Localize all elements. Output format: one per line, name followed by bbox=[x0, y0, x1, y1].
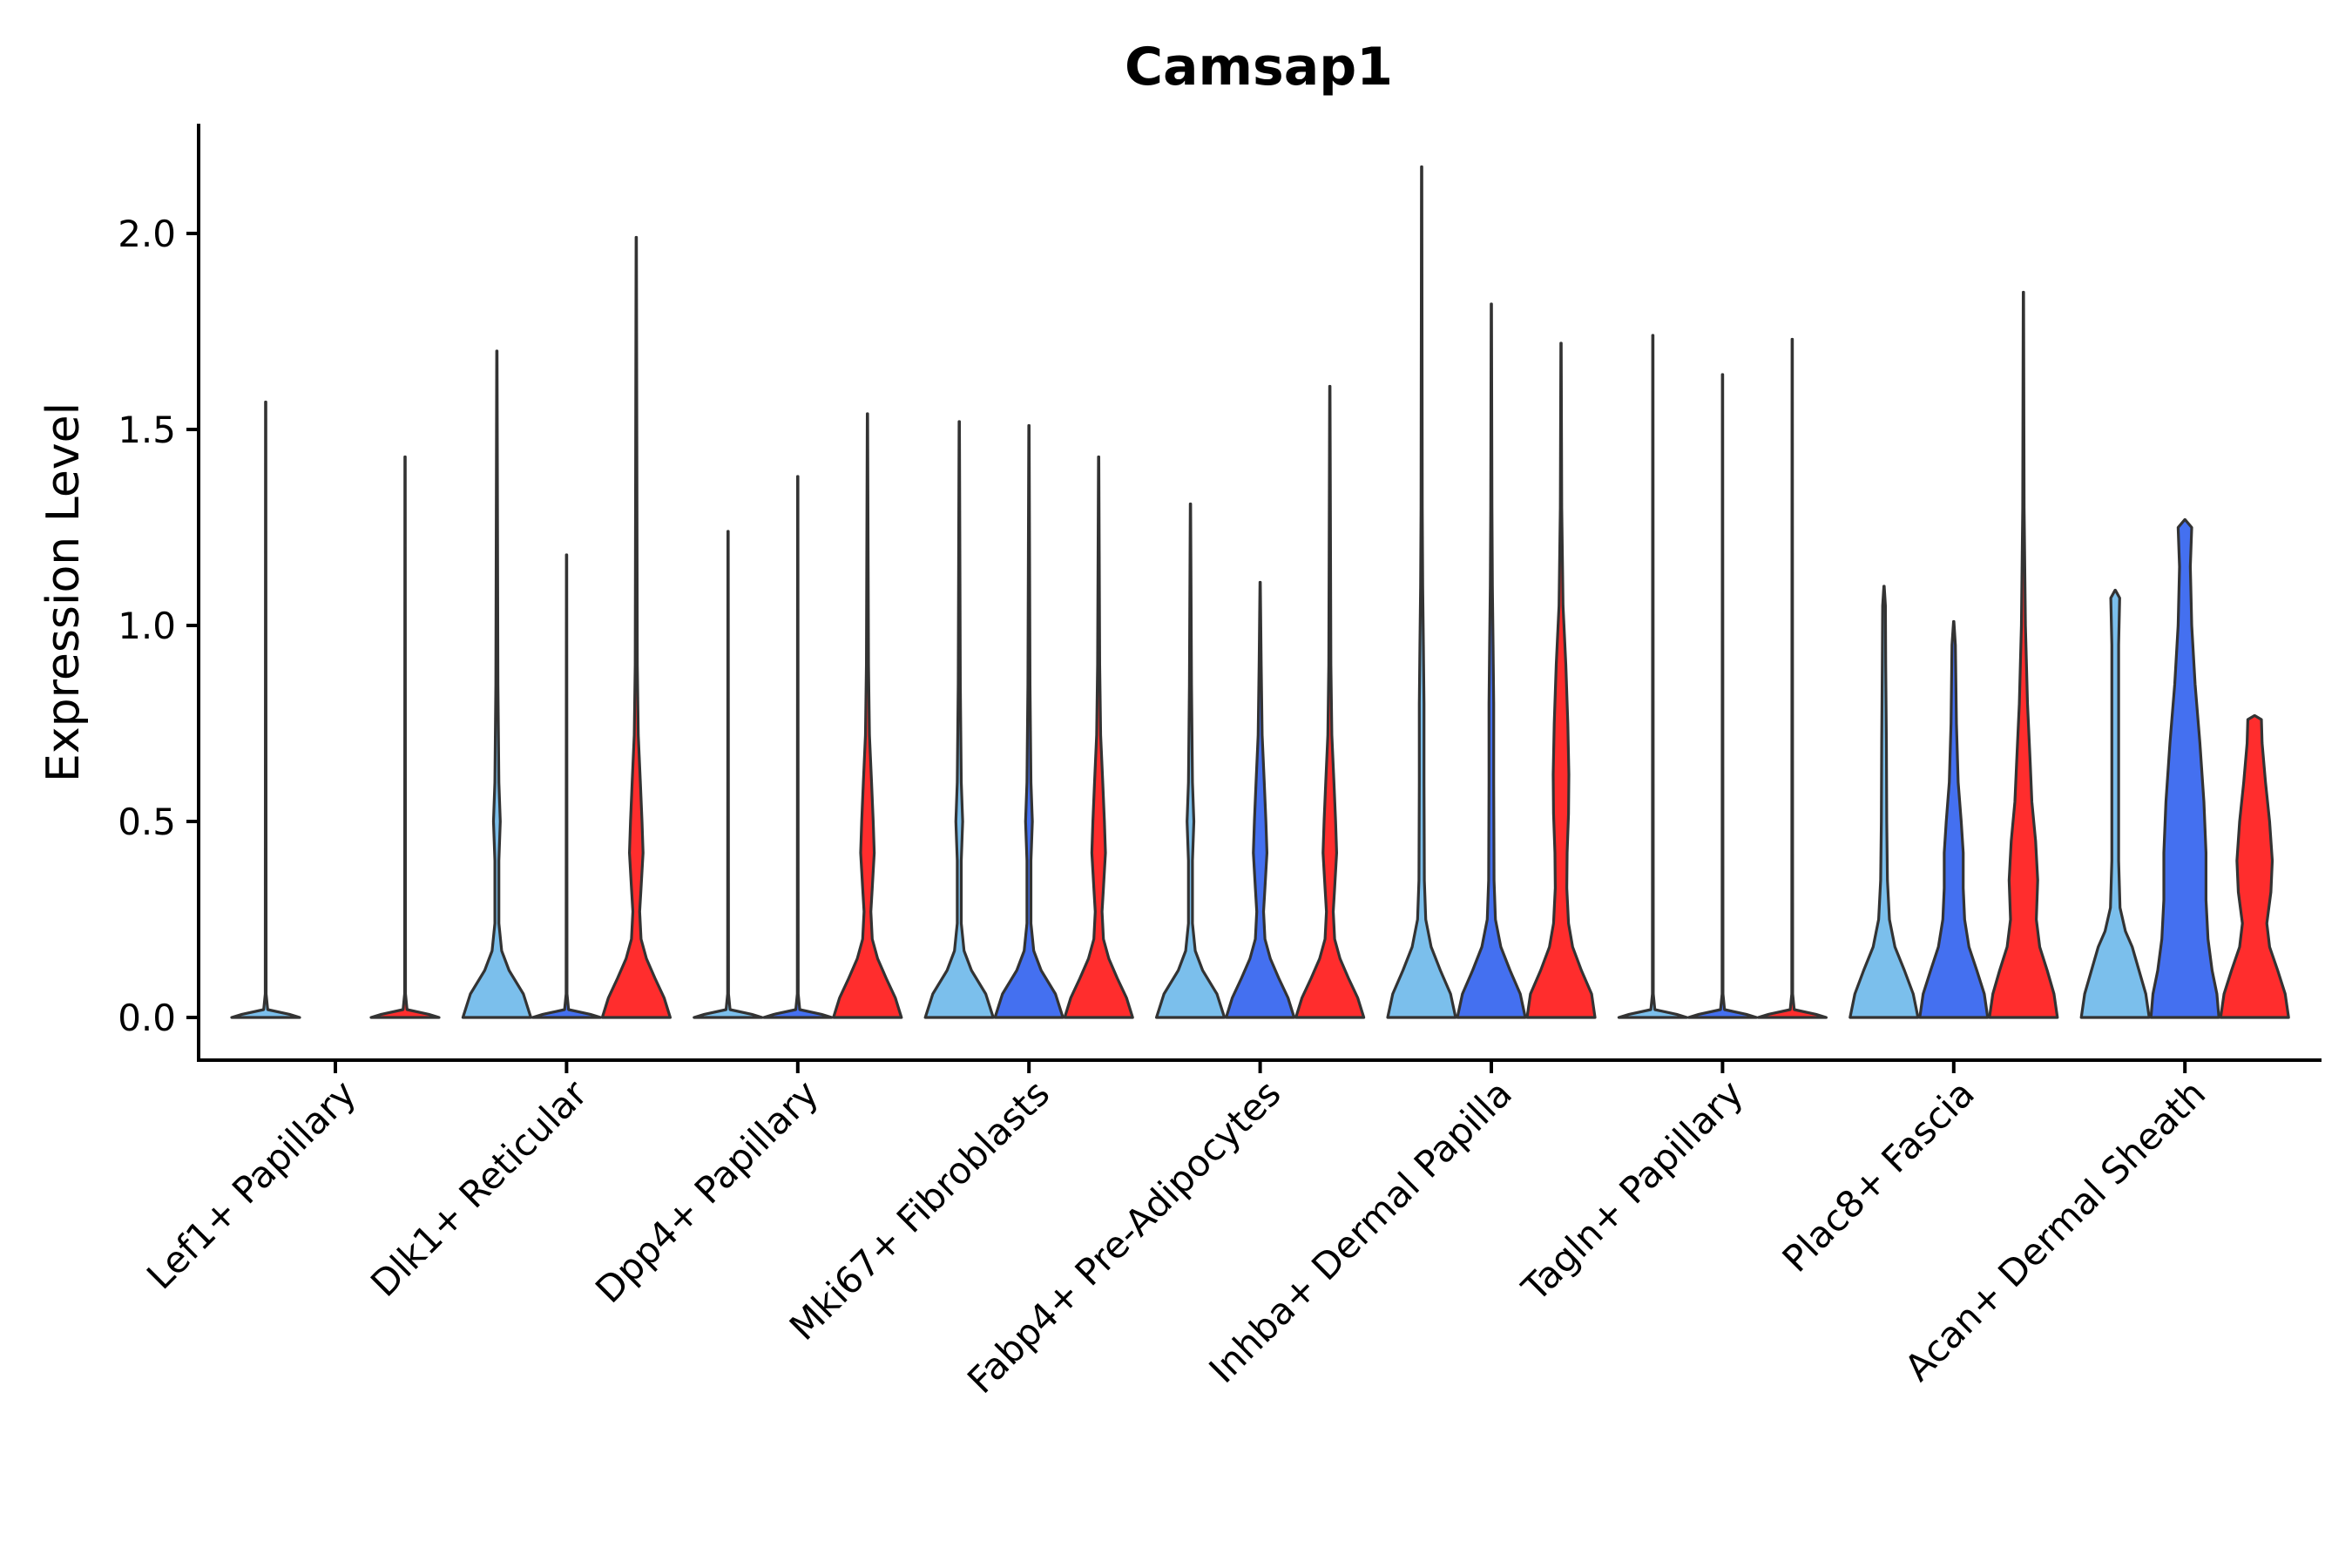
y-tick-label: 2.0 bbox=[118, 213, 176, 255]
x-tick-label: Lef1+ Papillary bbox=[139, 1071, 364, 1297]
violin-7-3 bbox=[1756, 337, 1828, 1019]
y-ticks: 0.0 0.5 1.0 1.5 2.0 bbox=[118, 213, 199, 1039]
x-tick-label: Mki67+ Fibroblasts bbox=[781, 1071, 1058, 1348]
violin-8-3 bbox=[1988, 290, 2059, 1019]
violin-4-2 bbox=[993, 423, 1064, 1019]
chart-title: Camsap1 bbox=[1125, 37, 1393, 98]
x-tick-label: Dpp4+ Papillary bbox=[587, 1071, 827, 1311]
violin-5-2 bbox=[1225, 580, 1296, 1019]
violin-2-3 bbox=[600, 235, 672, 1019]
violin-6-1 bbox=[1386, 165, 1457, 1019]
violin-9-2 bbox=[2149, 517, 2220, 1019]
violin-2-2 bbox=[531, 553, 602, 1019]
violin-9-3 bbox=[2219, 713, 2290, 1019]
violin-3-2 bbox=[762, 475, 834, 1019]
violin-7-1 bbox=[1617, 334, 1688, 1019]
violin-4-1 bbox=[923, 420, 995, 1019]
violin-6-2 bbox=[1456, 302, 1527, 1019]
violin-1-3 bbox=[369, 455, 441, 1019]
y-axis-label: Expression Level bbox=[37, 402, 90, 782]
violin-2-1 bbox=[461, 349, 532, 1019]
x-tick-label: Dlk1+ Reticular bbox=[362, 1071, 596, 1305]
violin-1-1 bbox=[230, 400, 301, 1019]
violin-8-1 bbox=[1848, 585, 1920, 1019]
x-tick-label: Plac8+ Fascia bbox=[1774, 1071, 1983, 1280]
violin-3-3 bbox=[832, 412, 903, 1019]
violin-3-1 bbox=[693, 530, 764, 1019]
violin-6-3 bbox=[1525, 341, 1597, 1019]
violin-5-3 bbox=[1294, 384, 1366, 1019]
y-tick-label: 0.5 bbox=[118, 801, 176, 843]
violin-9-1 bbox=[2079, 588, 2151, 1019]
y-tick-label: 1.0 bbox=[118, 605, 176, 647]
violin-group bbox=[230, 165, 2290, 1019]
violin-7-2 bbox=[1686, 373, 1758, 1019]
violin-5-1 bbox=[1155, 502, 1227, 1019]
violin-4-3 bbox=[1063, 455, 1134, 1019]
x-tick-label: Tagln+ Papillary bbox=[1513, 1071, 1751, 1309]
y-tick-label: 0.0 bbox=[118, 997, 176, 1039]
y-tick-label: 1.5 bbox=[118, 409, 176, 451]
violin-8-2 bbox=[1918, 619, 1990, 1019]
